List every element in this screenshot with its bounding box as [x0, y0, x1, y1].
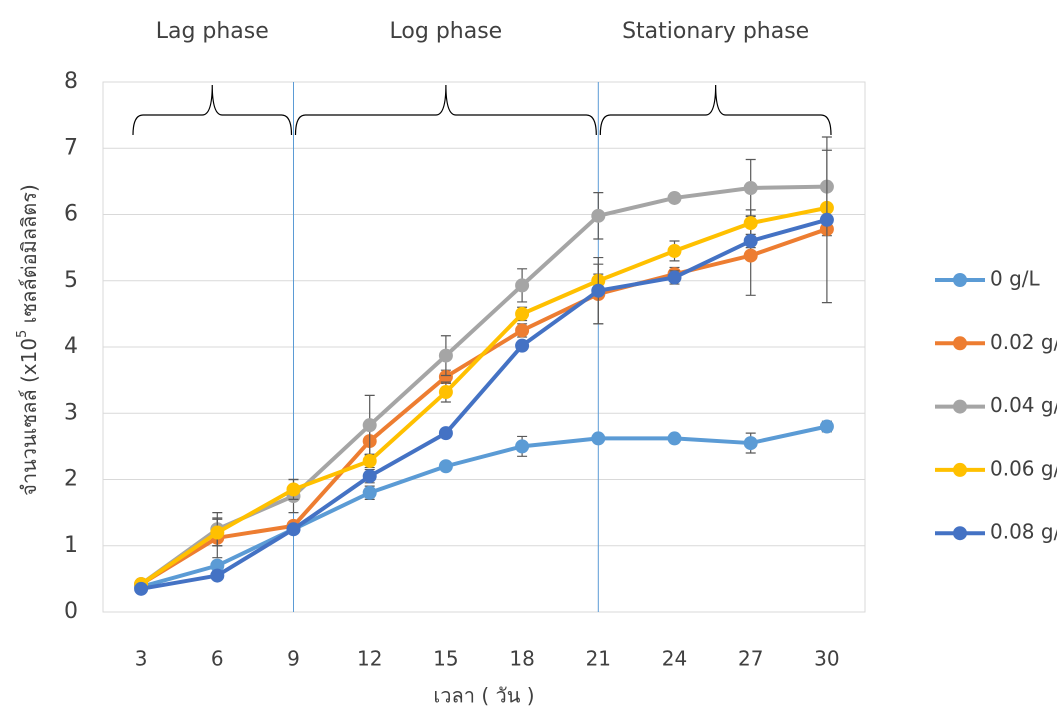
y-label-superscript: 5	[15, 330, 30, 338]
data-point	[515, 278, 530, 293]
phase-brace	[132, 84, 293, 136]
data-point	[438, 459, 453, 474]
data-point	[286, 522, 301, 537]
y-axis-label: จำนวนเซลล์ (x105 เซลล์ต่อมิลลิตร)	[15, 184, 41, 496]
y-tick-label: 1	[64, 533, 78, 558]
legend-label: 0.04 g/L	[990, 393, 1057, 417]
data-point	[667, 270, 682, 285]
phase-brace	[599, 84, 832, 136]
legend-marker	[953, 526, 967, 541]
data-point	[591, 283, 606, 298]
series-line	[140, 424, 828, 589]
data-point	[362, 418, 377, 433]
data-point	[210, 568, 225, 583]
data-point	[362, 453, 377, 468]
legend-marker	[953, 273, 967, 287]
series-line	[139, 205, 828, 586]
data-point	[438, 369, 453, 384]
series-line	[139, 184, 827, 586]
legend-label: 0.02 g/L	[990, 330, 1057, 354]
data-point	[667, 190, 682, 205]
data-point	[515, 323, 530, 338]
y-tick-label: 0	[64, 599, 78, 624]
series-line	[140, 217, 828, 591]
data-point	[286, 482, 301, 497]
x-tick-label: 27	[738, 647, 763, 671]
y-tick-label: 8	[64, 69, 78, 94]
x-tick-label: 12	[357, 647, 382, 671]
data-point	[210, 558, 225, 573]
y-tick-label: 5	[64, 268, 78, 293]
data-point	[438, 426, 453, 441]
x-tick-label: 6	[211, 647, 224, 671]
legend-label: 0.06 g/L	[990, 456, 1057, 480]
data-point	[591, 431, 606, 446]
data-point	[743, 248, 758, 263]
x-tick-label: 30	[814, 647, 839, 671]
y-tick-label: 3	[64, 400, 78, 425]
data-point	[438, 348, 453, 363]
data-point	[134, 581, 149, 596]
legend-marker	[953, 462, 967, 477]
series-line	[140, 227, 828, 586]
data-point	[743, 181, 758, 195]
phase-label: Log phase	[390, 19, 503, 44]
phase-brace	[294, 84, 597, 136]
x-tick-label: 15	[433, 647, 458, 671]
data-point	[591, 208, 606, 223]
legend-marker	[953, 399, 967, 414]
data-point	[743, 436, 758, 451]
legend-marker	[953, 336, 967, 351]
data-point	[362, 485, 377, 500]
y-tick-label: 7	[64, 135, 78, 160]
x-tick-label: 21	[586, 647, 611, 671]
y-tick-label: 6	[64, 202, 78, 227]
data-point	[515, 306, 530, 321]
phase-label: Stationary phase	[622, 19, 809, 44]
phase-label: Lag phase	[156, 19, 269, 44]
y-label-text: เซลล์ต่อมิลลิตร)	[17, 184, 41, 330]
y-tick-label: 4	[64, 334, 78, 359]
data-point	[667, 243, 682, 258]
data-point	[210, 525, 225, 540]
data-point	[743, 234, 758, 248]
x-tick-label: 18	[509, 647, 534, 671]
data-point	[515, 338, 530, 353]
data-point	[438, 385, 453, 400]
x-tick-label: 3	[135, 647, 148, 671]
data-point	[362, 469, 377, 484]
x-axis-label: เวลา ( วัน )	[433, 684, 534, 708]
legend-label: 0 g/L	[990, 267, 1041, 291]
y-label-text: จำนวนเซลล์ (x10	[17, 338, 41, 496]
data-point	[515, 439, 530, 454]
data-point	[743, 216, 758, 231]
data-point	[667, 431, 682, 446]
data-point	[819, 212, 834, 227]
y-tick-label: 2	[64, 467, 78, 492]
x-tick-label: 24	[662, 647, 687, 671]
data-point	[819, 419, 834, 434]
x-tick-label: 9	[287, 647, 300, 671]
legend-label: 0.08 g/L	[990, 520, 1057, 544]
